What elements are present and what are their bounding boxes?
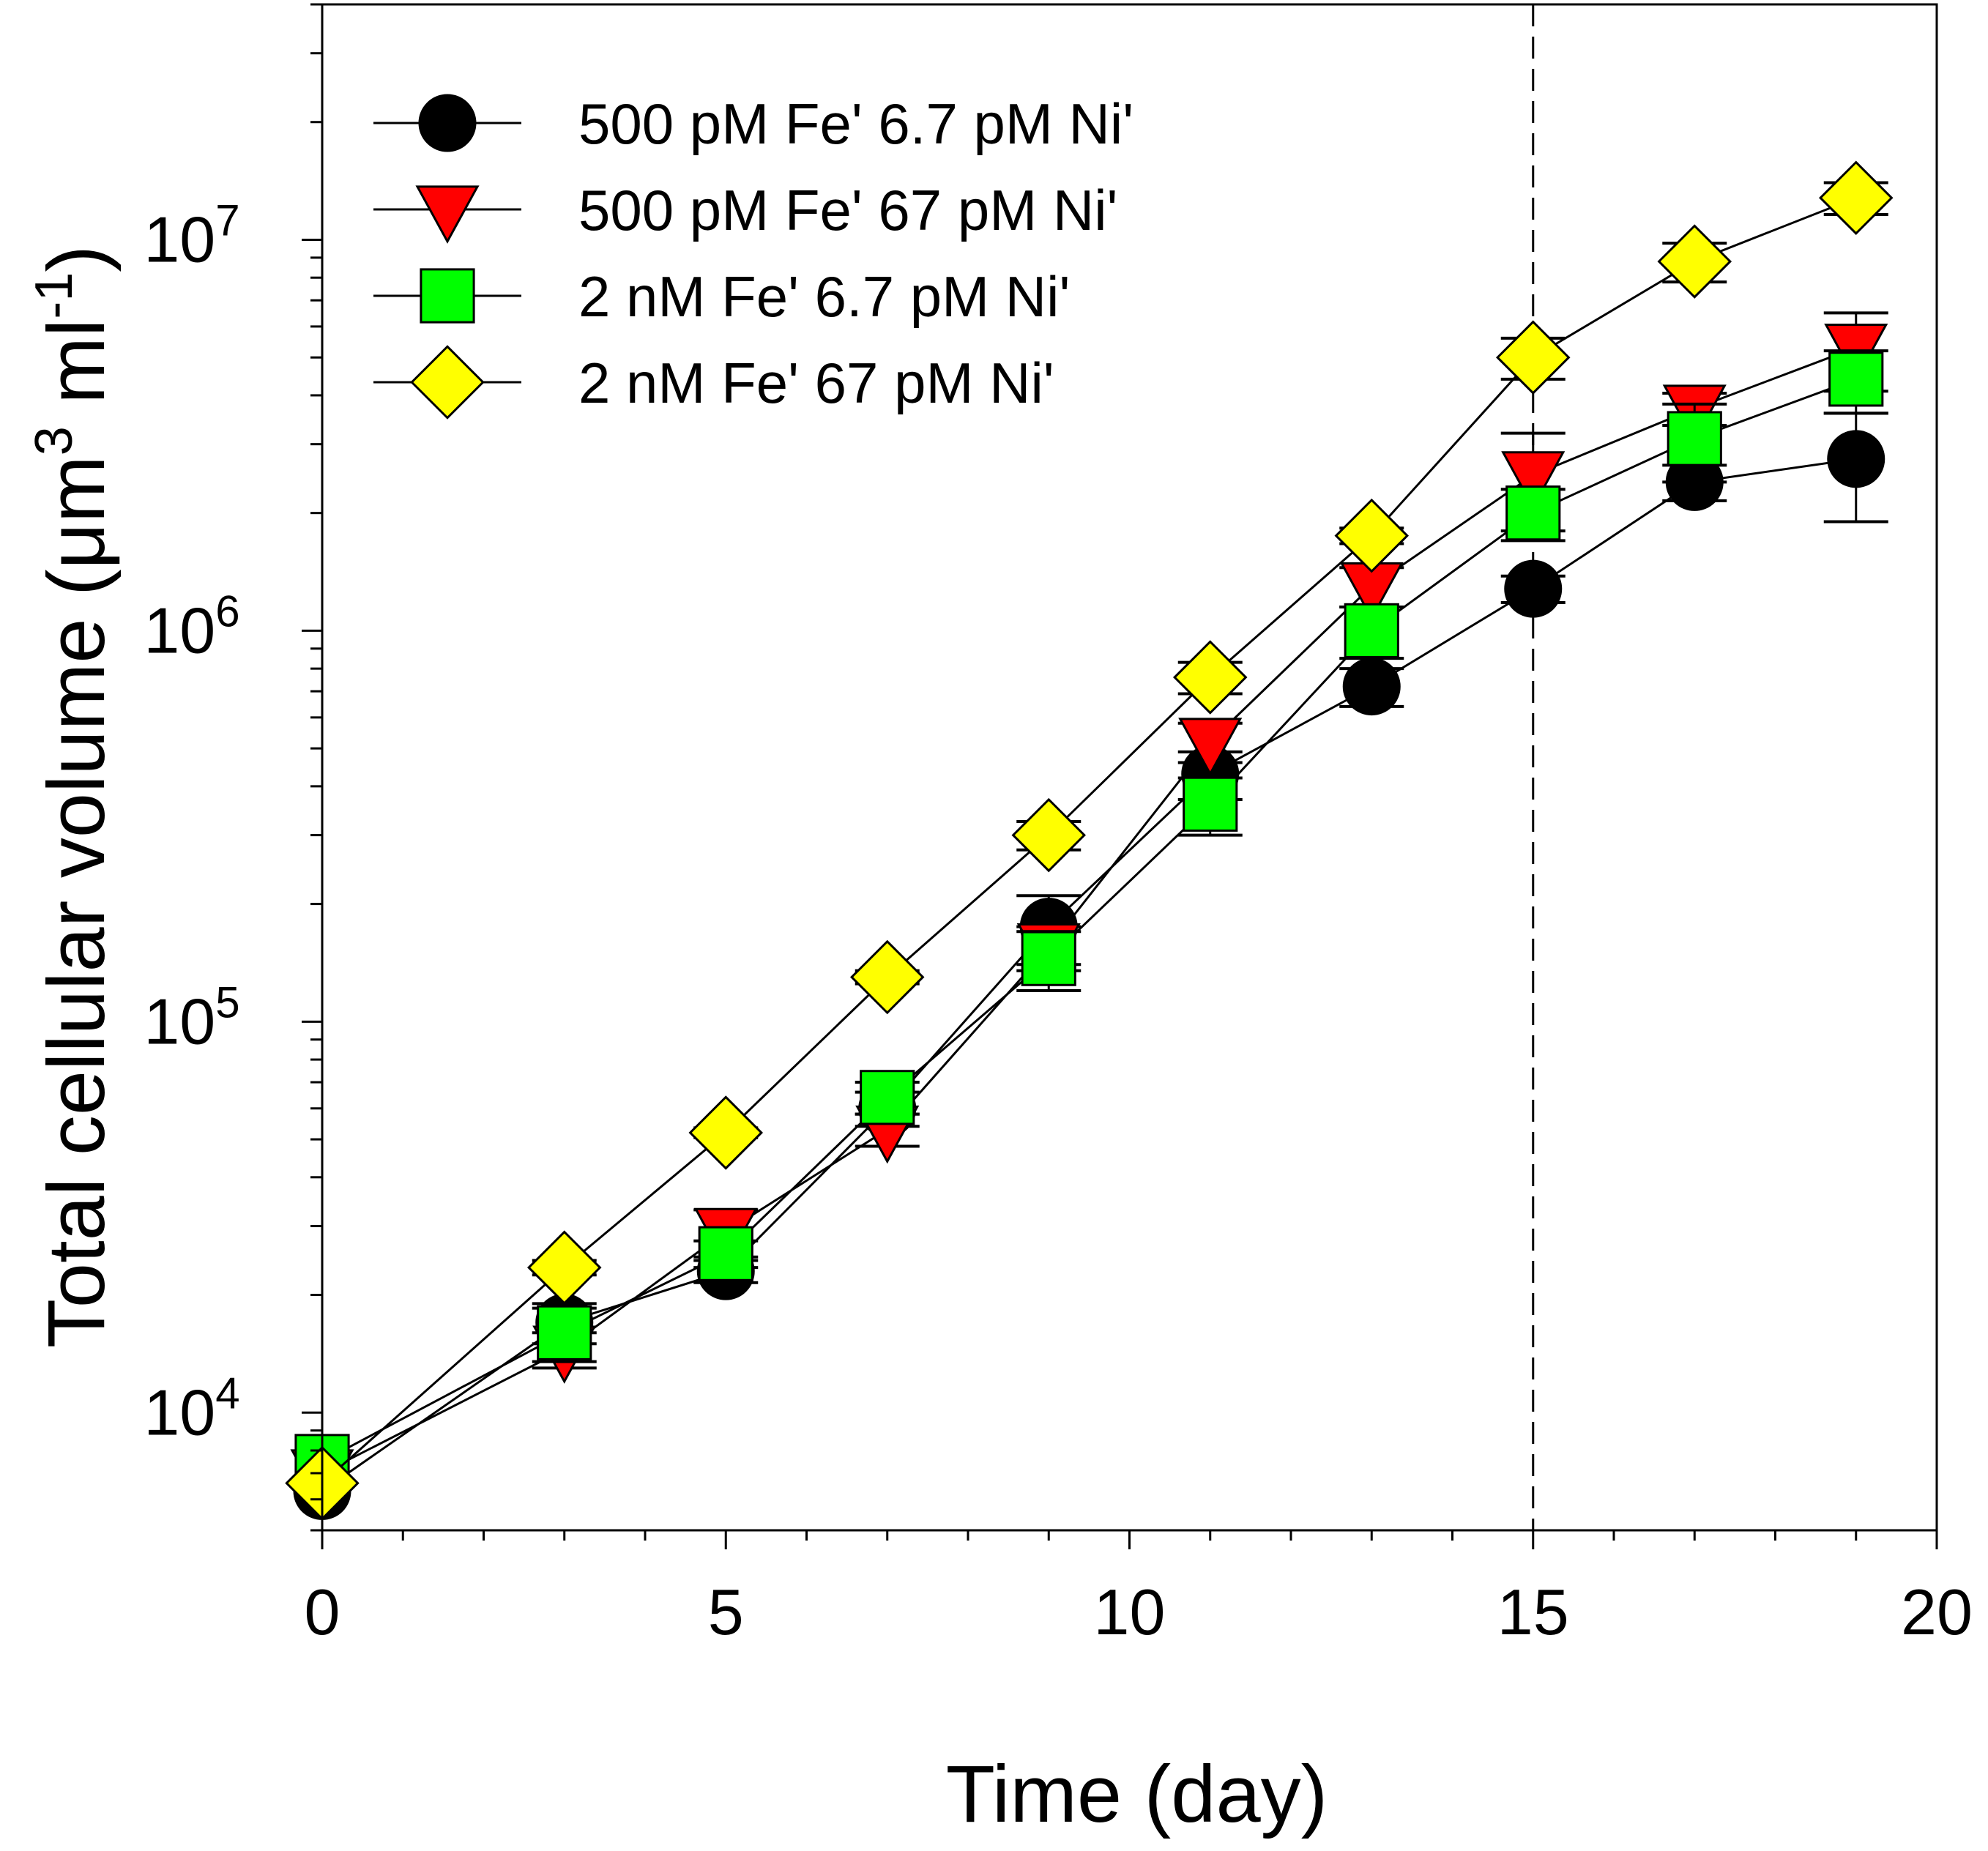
series-1 xyxy=(293,411,1888,1520)
series-4 xyxy=(285,160,1894,1521)
data-point-series-3-day-9 xyxy=(1021,931,1076,986)
y-tick-label-exponent: 6 xyxy=(215,586,239,636)
series-3-line xyxy=(321,378,1857,1463)
legend-item-3: 2 nM Fe' 6.7 pM Ni' xyxy=(373,264,1070,329)
data-point-series-3-day-7 xyxy=(860,1070,915,1125)
x-tick-label: 5 xyxy=(708,1576,744,1648)
data-point-series-4-day-7 xyxy=(849,939,925,1015)
axis-titles: Time (day) Total cellular volume (μm3 ml-… xyxy=(25,245,1328,1839)
data-point-series-2-day-15 xyxy=(1501,451,1566,510)
y-tick-label: 104 xyxy=(144,1368,239,1448)
legend-label: 500 pM Fe' 67 pM Ni' xyxy=(578,178,1117,242)
data-point-series-3-day-17 xyxy=(1667,411,1722,466)
data-point-series-2-day-11 xyxy=(1178,718,1243,776)
data-point-series-3-day-15 xyxy=(1505,485,1561,541)
y-axis-title-sup2: -1 xyxy=(25,272,83,319)
data-point-series-3-day-19 xyxy=(1828,351,1884,407)
series-3 xyxy=(294,349,1888,1489)
y-tick-label: 107 xyxy=(144,195,239,275)
y-tick-label-exponent: 4 xyxy=(215,1368,239,1418)
y-axis-title: Total cellular volume (μm3 ml-1) xyxy=(25,245,122,1348)
y-tick-label: 106 xyxy=(144,586,239,666)
legend-marker-triangle-down xyxy=(415,185,480,244)
x-tick-label: 0 xyxy=(305,1576,340,1648)
y-axis-title-end: ) xyxy=(31,245,122,272)
x-tick-label: 20 xyxy=(1901,1576,1973,1648)
series-2 xyxy=(290,311,1888,1508)
legend-label: 500 pM Fe' 6.7 pM Ni' xyxy=(578,92,1133,156)
y-tick-label-base: 10 xyxy=(144,594,215,666)
legend: 500 pM Fe' 6.7 pM Ni' 500 pM Fe' 67 pM Ni… xyxy=(373,92,1133,420)
data-point-series-3-day-5 xyxy=(698,1226,753,1281)
y-tick-label-base: 10 xyxy=(144,985,215,1057)
y-axis-title-sup1: 3 xyxy=(25,426,83,455)
data-point-series-4-day-15 xyxy=(1495,320,1571,395)
y-axis-title-mid: ml xyxy=(31,319,122,427)
data-point-series-4-day-11 xyxy=(1172,640,1248,715)
y-tick-label-exponent: 7 xyxy=(215,195,239,245)
data-point-series-4-day-17 xyxy=(1657,224,1732,299)
data-point-series-1-day-19 xyxy=(1827,430,1885,488)
x-tick-label: 10 xyxy=(1094,1576,1166,1648)
data-point-series-4-day-3 xyxy=(526,1230,602,1305)
data-point-series-3-day-13 xyxy=(1344,603,1399,658)
y-axis-title-main: Total cellular volume (μm xyxy=(31,455,122,1348)
y-tick-label-base: 10 xyxy=(144,203,215,275)
data-point-series-3-day-11 xyxy=(1183,776,1238,832)
legend-item-2: 500 pM Fe' 67 pM Ni' xyxy=(373,178,1117,244)
legend-item-4: 2 nM Fe' 67 pM Ni' xyxy=(373,345,1054,420)
data-point-series-3-day-3 xyxy=(537,1305,592,1360)
legend-marker-diamond xyxy=(410,345,485,420)
legend-label: 2 nM Fe' 6.7 pM Ni' xyxy=(578,264,1070,329)
x-axis-title: Time (day) xyxy=(946,1749,1328,1839)
y-tick-label-exponent: 5 xyxy=(215,977,239,1027)
data-point-series-4-day-5 xyxy=(688,1095,764,1170)
x-tick-label: 15 xyxy=(1497,1576,1569,1648)
legend-label: 2 nM Fe' 67 pM Ni' xyxy=(578,351,1054,415)
legend-marker-circle xyxy=(418,94,477,152)
data-point-series-4-day-13 xyxy=(1334,498,1410,573)
series-4-line xyxy=(321,196,1857,1484)
y-tick-label: 105 xyxy=(144,977,239,1057)
y-axis-title-group: Total cellular volume (μm3 ml-1) xyxy=(25,245,122,1348)
data-point-series-4-day-19 xyxy=(1818,160,1894,235)
series-1-line xyxy=(321,458,1856,1492)
legend-item-1: 500 pM Fe' 6.7 pM Ni' xyxy=(373,92,1133,156)
data-point-series-1-day-15 xyxy=(1504,559,1563,618)
series-layer xyxy=(285,160,1894,1521)
data-point-series-4-day-9 xyxy=(1011,797,1087,873)
data-point-series-1-day-13 xyxy=(1342,658,1401,716)
y-tick-label-base: 10 xyxy=(144,1376,215,1448)
legend-marker-square xyxy=(420,268,475,324)
series-2-line xyxy=(321,346,1857,1475)
